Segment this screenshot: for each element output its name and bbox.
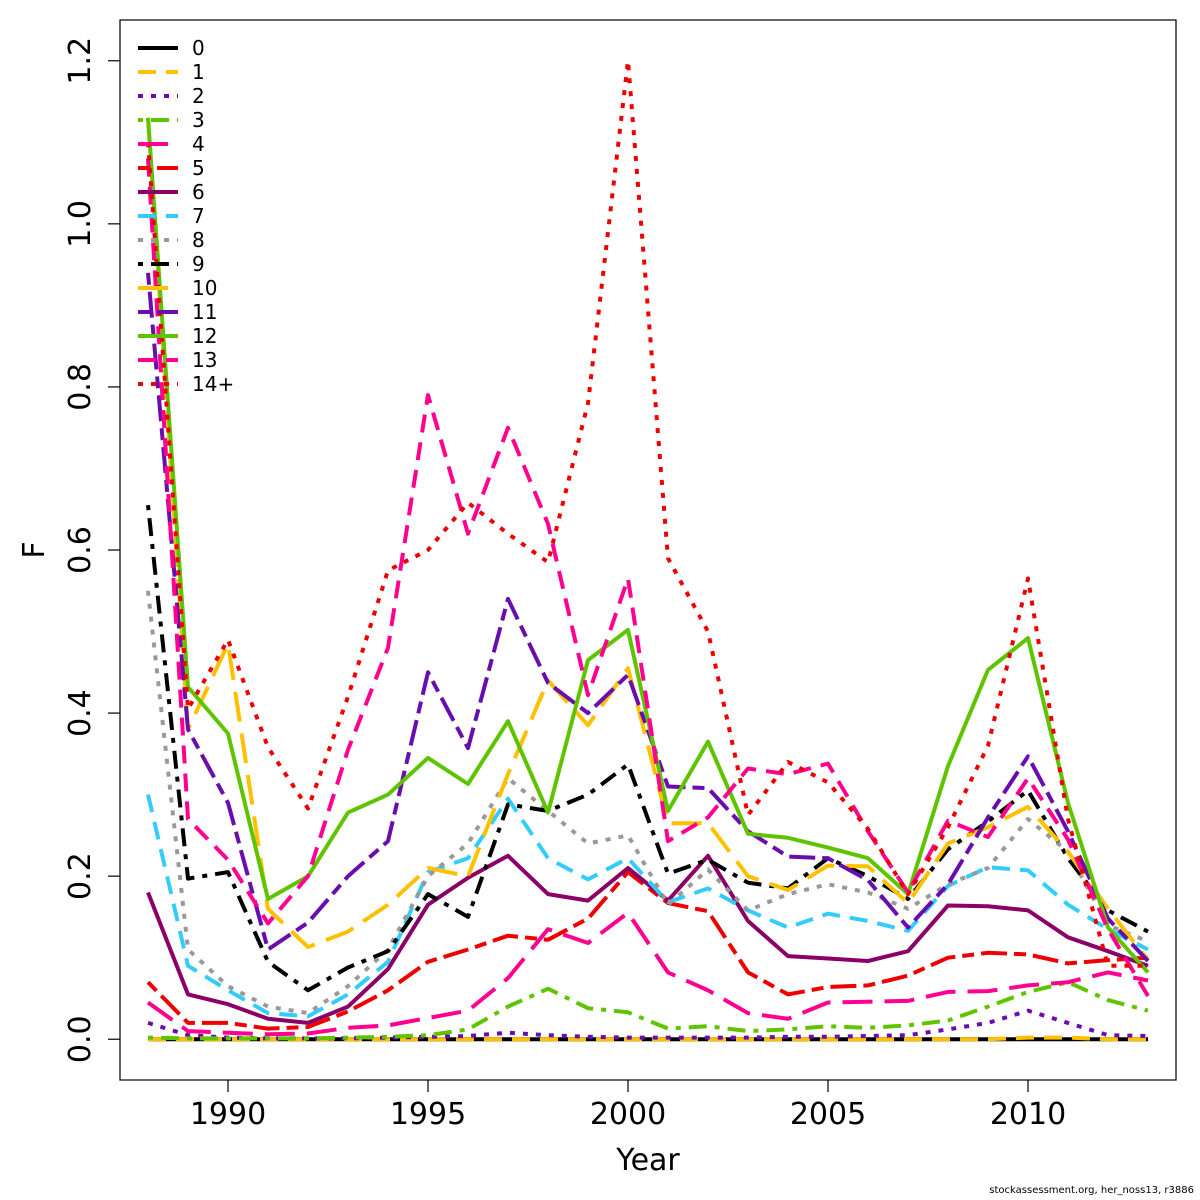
y-tick-label: 0.2 [63, 852, 98, 900]
legend-label: 1 [192, 60, 205, 84]
series-line-2 [147, 1008, 1149, 1041]
y-tick-label: 0.6 [63, 526, 98, 574]
series-layer [146, 58, 1150, 1042]
x-tick-label: 1995 [390, 1097, 466, 1132]
legend-label: 11 [192, 300, 217, 324]
y-tick-label: 0.0 [63, 1015, 98, 1063]
footer-credit: stockassessment.org, her_noss13, r3886 [989, 1185, 1194, 1196]
x-tick-label: 1990 [190, 1097, 266, 1132]
y-axis-label: F [17, 541, 52, 558]
legend-label: 6 [192, 180, 205, 204]
y-axis: 0.0 0.2 0.4 0.6 0.8 1.0 1.2 [63, 37, 120, 1063]
legend-label: 8 [192, 228, 205, 252]
x-axis-label: Year [615, 1143, 680, 1178]
legend-label: 2 [192, 84, 205, 108]
y-tick-label: 0.4 [63, 689, 98, 737]
legend-label: 4 [192, 132, 205, 156]
legend-label: 13 [192, 348, 217, 372]
legend-label: 5 [192, 156, 205, 180]
series-line-5 [146, 870, 1149, 1031]
legend-label: 0 [192, 36, 205, 60]
series-line-10 [146, 117, 1150, 962]
series-line-11 [146, 272, 1150, 963]
series-line-14plus [146, 58, 1148, 968]
legend-label: 12 [192, 324, 217, 348]
x-axis: 1990 1995 2000 2005 2010 [190, 1080, 1066, 1132]
y-tick-label: 1.2 [63, 37, 98, 85]
x-tick-label: 2005 [790, 1097, 866, 1132]
series-line-12 [146, 117, 1150, 974]
series-line-13 [146, 158, 1150, 998]
x-tick-label: 2000 [590, 1097, 666, 1132]
y-tick-label: 0.8 [63, 363, 98, 411]
legend-label: 10 [192, 276, 217, 300]
series-line-6 [146, 853, 1149, 1025]
series-line-4 [146, 910, 1149, 1037]
legend-label: 9 [192, 252, 205, 276]
series-line-8 [146, 590, 1149, 1016]
x-tick-label: 2010 [990, 1097, 1066, 1132]
legend-label: 14+ [192, 372, 234, 396]
series-line-3 [147, 980, 1149, 1041]
legend-label: 3 [192, 108, 205, 132]
legend-label: 7 [192, 204, 205, 228]
y-tick-label: 1.0 [63, 200, 98, 248]
series-line-7 [146, 794, 1149, 1019]
